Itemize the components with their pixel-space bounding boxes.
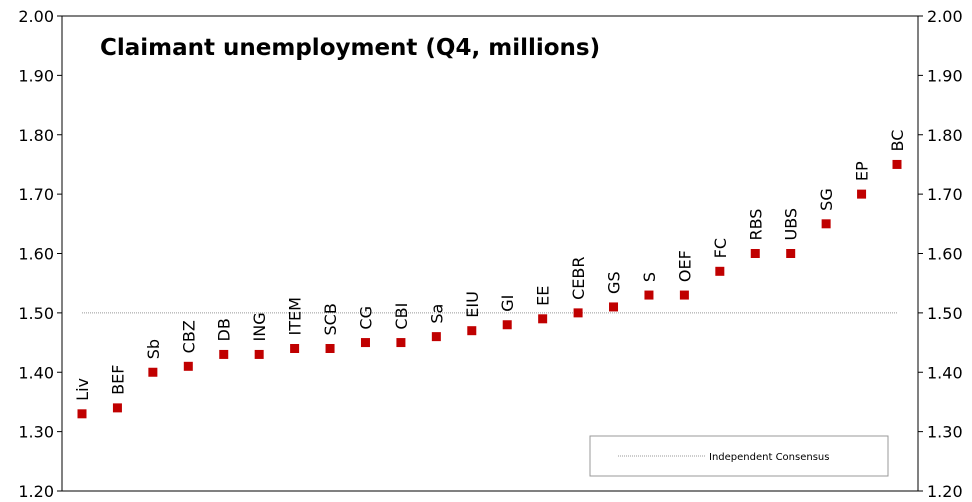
right-tick-label: 1.60 — [927, 245, 963, 264]
data-point-cebr — [573, 308, 583, 318]
left-tick-label: 1.70 — [18, 185, 54, 204]
right-tick-label: 1.20 — [927, 482, 963, 501]
category-label-cbi: CBI — [392, 303, 411, 330]
right-tick-label: 1.80 — [927, 126, 963, 145]
data-point-gi — [502, 320, 512, 330]
data-point-sa — [431, 332, 441, 342]
legend: Independent Consensus — [589, 435, 889, 477]
right-tick-label: 1.30 — [927, 423, 963, 442]
chart-title: Claimant unemployment (Q4, millions) — [100, 35, 600, 61]
data-point-bef — [112, 403, 122, 413]
data-point-cg — [360, 338, 370, 348]
category-label-cebr: CEBR — [569, 257, 588, 300]
data-point-fc — [715, 266, 725, 276]
data-point-rbs — [750, 249, 760, 258]
data-point-db — [219, 349, 229, 359]
data-point-cbz — [183, 361, 193, 371]
data-point-ubs — [786, 249, 796, 258]
right-tick-label: 1.50 — [927, 304, 963, 323]
data-point-scb — [325, 344, 335, 353]
category-label-ep: EP — [853, 161, 872, 181]
plot-area — [61, 15, 919, 492]
category-label-db: DB — [215, 318, 234, 341]
data-point-oef — [679, 290, 689, 300]
data-points — [77, 159, 902, 419]
data-point-eiu — [467, 326, 477, 336]
data-point-ep — [857, 189, 867, 199]
left-tick-label: 1.90 — [18, 66, 54, 85]
category-label-scb: SCB — [321, 303, 340, 335]
category-label-oef: OEF — [675, 250, 694, 282]
left-tick-label: 1.30 — [18, 423, 54, 442]
category-label-bc: BC — [888, 130, 907, 152]
right-tick-label: 1.70 — [927, 185, 963, 204]
category-label-cg: CG — [356, 306, 375, 330]
left-tick-label: 1.80 — [18, 126, 54, 145]
data-point-sg — [821, 219, 831, 229]
category-label-fc: FC — [711, 238, 730, 258]
category-label-bef: BEF — [108, 365, 127, 395]
category-label-liv: Liv — [73, 378, 92, 401]
data-point-bc — [892, 159, 902, 169]
category-labels: Liv BEF Sb CBZ DB ING ITEM SCB CG CBI Sa EIU GI EE CEB… — [73, 130, 907, 401]
category-label-sg: SG — [817, 188, 836, 211]
data-point-item — [290, 344, 300, 353]
data-point-ing — [254, 349, 264, 359]
left-tick-label: 1.40 — [18, 363, 54, 382]
category-label-eiu: EIU — [463, 291, 482, 318]
legend-box — [589, 435, 889, 477]
data-point-ee — [538, 314, 548, 324]
category-label-ing: ING — [250, 312, 269, 341]
data-point-liv — [77, 409, 87, 419]
right-tick-label: 2.00 — [927, 7, 963, 26]
data-point-s — [644, 290, 654, 300]
category-label-gs: GS — [605, 271, 624, 294]
data-point-cbi — [396, 338, 406, 348]
left-tick-label: 1.50 — [18, 304, 54, 323]
left-tick-label: 1.60 — [18, 245, 54, 264]
data-point-gs — [609, 302, 619, 312]
category-label-gi: GI — [498, 295, 517, 312]
legend-label: Independent Consensus — [709, 452, 829, 463]
category-label-s: S — [640, 272, 659, 282]
category-label-sb: Sb — [144, 339, 163, 359]
data-point-sb — [148, 367, 158, 377]
category-label-rbs: RBS — [746, 209, 765, 241]
left-tick-label: 2.00 — [18, 7, 54, 26]
right-tick-label: 1.40 — [927, 363, 963, 382]
right-y-axis: 1.20 1.30 1.40 1.50 1.60 1.70 1.80 1.90 2.00 — [918, 7, 963, 501]
category-label-ee: EE — [534, 286, 553, 306]
category-label-cbz: CBZ — [179, 320, 198, 353]
left-y-axis: 1.20 1.30 1.40 1.50 1.60 1.70 1.80 1.90 2.00 — [18, 7, 62, 501]
category-label-item: ITEM — [286, 297, 305, 335]
right-tick-label: 1.90 — [927, 66, 963, 85]
left-tick-label: 1.20 — [18, 482, 54, 501]
category-label-sa: Sa — [427, 304, 446, 324]
category-label-ubs: UBS — [782, 208, 801, 241]
